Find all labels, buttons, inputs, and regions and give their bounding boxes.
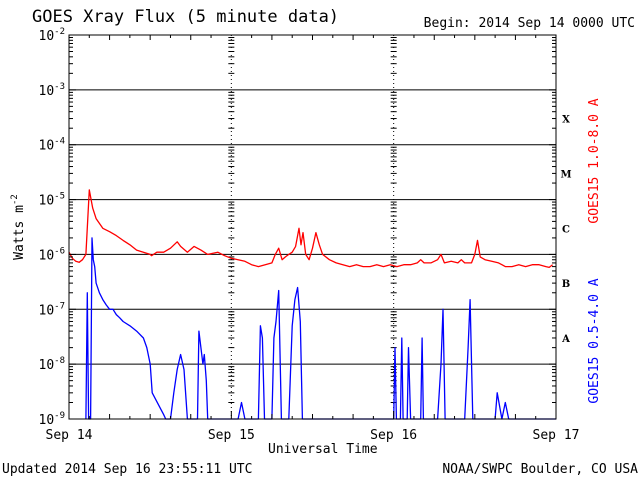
y-tick-label: 10-4: [39, 137, 66, 154]
updated-timestamp: Updated 2014 Sep 16 23:55:11 UTC: [2, 462, 253, 477]
x-tick-label: Sep 15: [208, 428, 255, 443]
flare-class-label: B: [562, 279, 570, 290]
plot-frame: [68, 34, 557, 420]
flare-class-label: M: [560, 169, 571, 180]
flare-class-label: X: [562, 115, 570, 126]
x-tick-label: Sep 14: [46, 428, 93, 443]
grid: [69, 35, 556, 419]
flare-class-label: A: [561, 334, 570, 345]
y-tick-label: 10-7: [39, 301, 66, 318]
credit-text: NOAA/SWPC Boulder, CO USA: [442, 462, 638, 477]
x-tick-label: Sep 16: [370, 428, 417, 443]
legend-short-series: GOES15 0.5-4.0 A: [587, 278, 602, 403]
x-axis-ticks: Sep 14 Sep 15 Sep 16 Sep 17: [46, 35, 580, 443]
begin-time: Begin: 2014 Sep 14 0000 UTC: [423, 16, 635, 31]
y-tick-label: 10-3: [39, 82, 66, 99]
flare-class-label: C: [562, 224, 570, 235]
x-tick-label: Sep 17: [533, 428, 580, 443]
series-line-short: [85, 237, 556, 420]
chart-title: GOES Xray Flux (5 minute data): [32, 7, 340, 27]
y-tick-label: 10-5: [39, 192, 66, 209]
legend-long-series: GOES15 1.0-8.0 A: [587, 98, 602, 223]
y-axis-ticks: 10-2 10-3 10-4 10-5 10-6 10-7 10-8 10-9: [39, 27, 556, 428]
series-lines: [68, 189, 556, 420]
flare-class-labels: X M C B A: [560, 115, 571, 345]
series-line-long: [68, 189, 554, 269]
y-tick-label: 10-6: [39, 246, 66, 263]
y-tick-label: 10-8: [39, 356, 66, 373]
y-tick-label: 10-2: [39, 27, 66, 44]
x-axis-label: Universal Time: [268, 442, 378, 457]
y-tick-label: 10-9: [39, 411, 66, 428]
y-axis-label: Watts m-2: [10, 194, 27, 260]
